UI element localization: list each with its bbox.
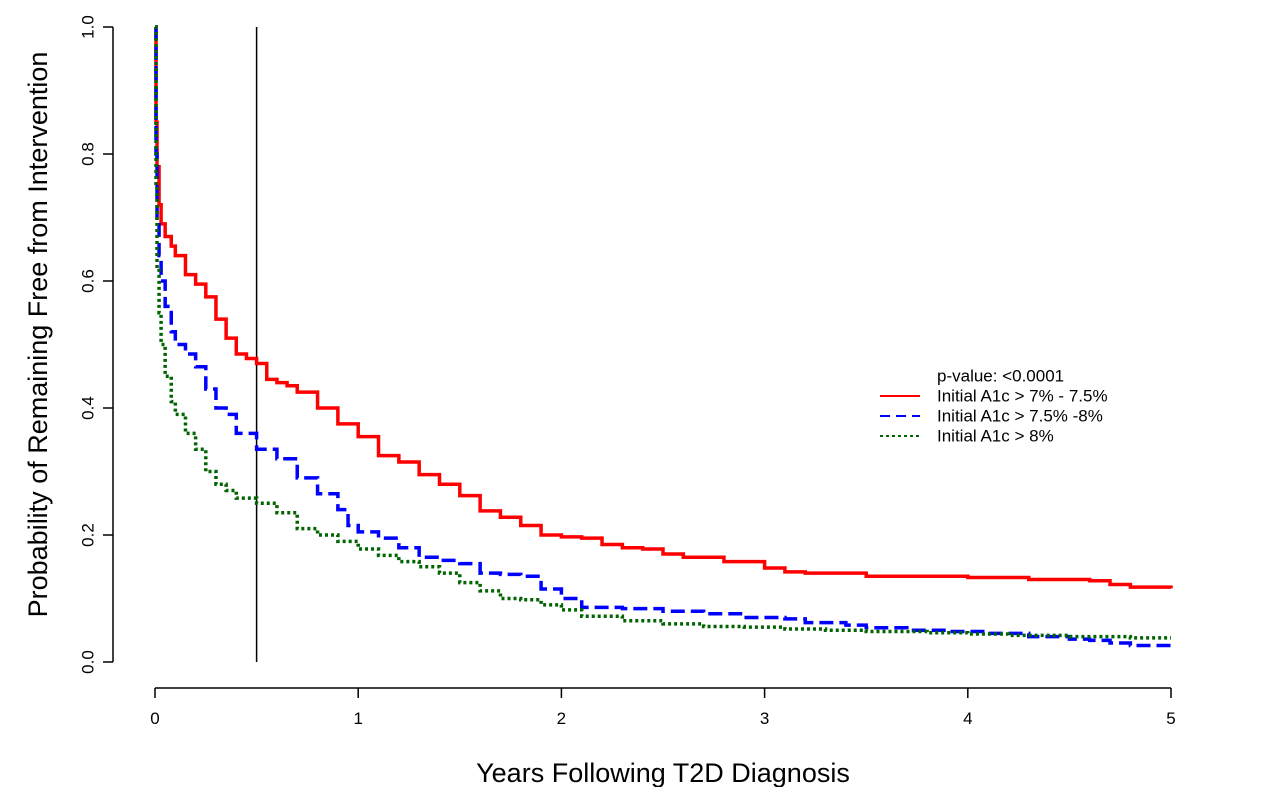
x-tick-label: 0 [150, 709, 159, 728]
x-axis-title: Years Following T2D Diagnosis [476, 758, 850, 787]
x-tick-label: 2 [557, 709, 566, 728]
legend-annotation: p-value: <0.0001 [937, 367, 1064, 386]
series-line-1 [154, 25, 1173, 589]
x-tick-label: 4 [963, 709, 972, 728]
legend-label-1: Initial A1c > 7% - 7.5% [937, 387, 1108, 406]
legend-label-2: Initial A1c > 7.5% -8% [937, 407, 1103, 426]
series-group [154, 25, 1173, 648]
y-tick-label: 0.2 [79, 523, 98, 547]
y-tick-label: 0.6 [79, 269, 98, 293]
x-tick-label: 5 [1166, 709, 1175, 728]
x-tick-label: 3 [760, 709, 769, 728]
legend-label-3: Initial A1c > 8% [937, 427, 1054, 446]
y-tick-label: 1.0 [79, 15, 98, 39]
x-tick-label: 1 [353, 709, 362, 728]
y-tick-label: 0.4 [79, 396, 98, 420]
y-tick-label: 0.8 [79, 142, 98, 166]
series-line-3 [154, 25, 1171, 640]
series-line-2 [154, 25, 1171, 648]
y-axis-title: Probability of Remaining Free from Inter… [23, 52, 53, 618]
y-tick-label: 0.0 [79, 650, 98, 674]
axes: 0 1 2 3 4 5 0.0 0.2 0.4 0.6 0.8 1.0 [79, 15, 1176, 728]
